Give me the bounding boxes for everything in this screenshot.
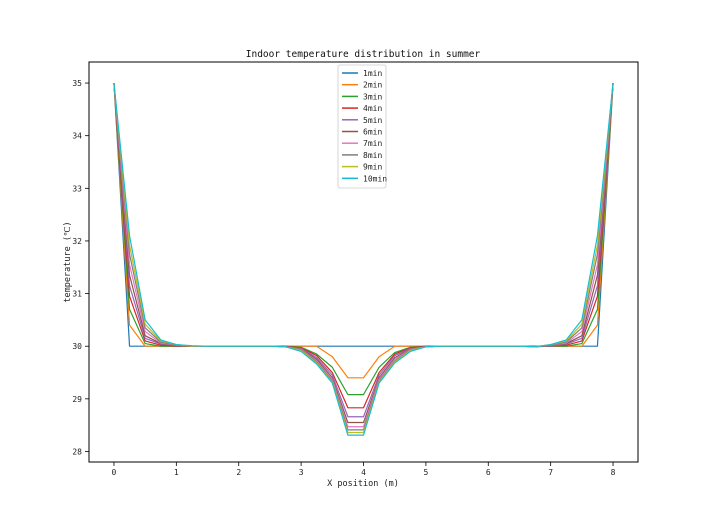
legend-label-3min: 3min	[363, 92, 382, 101]
y-tick-label: 31	[72, 290, 82, 299]
y-tick-label: 32	[72, 237, 82, 246]
legend-label-2min: 2min	[363, 81, 382, 90]
legend-label-6min: 6min	[363, 128, 382, 137]
y-tick-label: 35	[72, 79, 82, 88]
legend: 1min 2min 3min 4min 5min 6min 7min 8min 9min 10mi…	[337, 64, 387, 189]
y-tick-label: 28	[72, 447, 82, 456]
y-axis-label: temperature (℃)	[63, 221, 73, 302]
y-tick-label: 33	[72, 184, 82, 193]
legend-label-5min: 5min	[363, 116, 382, 125]
y-axis: 28 29 30 31 32 33 34 35	[72, 79, 89, 456]
x-axis: 0 1 2 3 4 5 6 7 8	[112, 462, 616, 477]
x-tick-label: 5	[423, 468, 428, 477]
x-tick-label: 2	[236, 468, 241, 477]
series-layer	[113, 82, 614, 436]
x-tick-label: 4	[361, 468, 366, 477]
legend-label-8min: 8min	[363, 151, 382, 160]
legend-label-10min: 10min	[363, 174, 387, 183]
x-tick-label: 1	[174, 468, 179, 477]
series-line-10min	[113, 82, 614, 436]
y-tick-label: 29	[72, 395, 82, 404]
x-tick-label: 6	[486, 468, 491, 477]
legend-label-7min: 7min	[363, 139, 382, 148]
x-tick-label: 8	[611, 468, 616, 477]
y-tick-label: 30	[72, 342, 82, 351]
y-tick-label: 34	[72, 132, 82, 141]
x-axis-label: X position (m)	[327, 479, 399, 489]
x-tick-label: 3	[299, 468, 304, 477]
chart-title: Indoor temperature distribution in summe…	[246, 49, 481, 60]
legend-label-1min: 1min	[363, 69, 382, 78]
x-tick-label: 0	[112, 468, 117, 477]
legend-label-9min: 9min	[363, 163, 382, 172]
x-tick-label: 7	[548, 468, 553, 477]
legend-label-4min: 4min	[363, 104, 382, 113]
